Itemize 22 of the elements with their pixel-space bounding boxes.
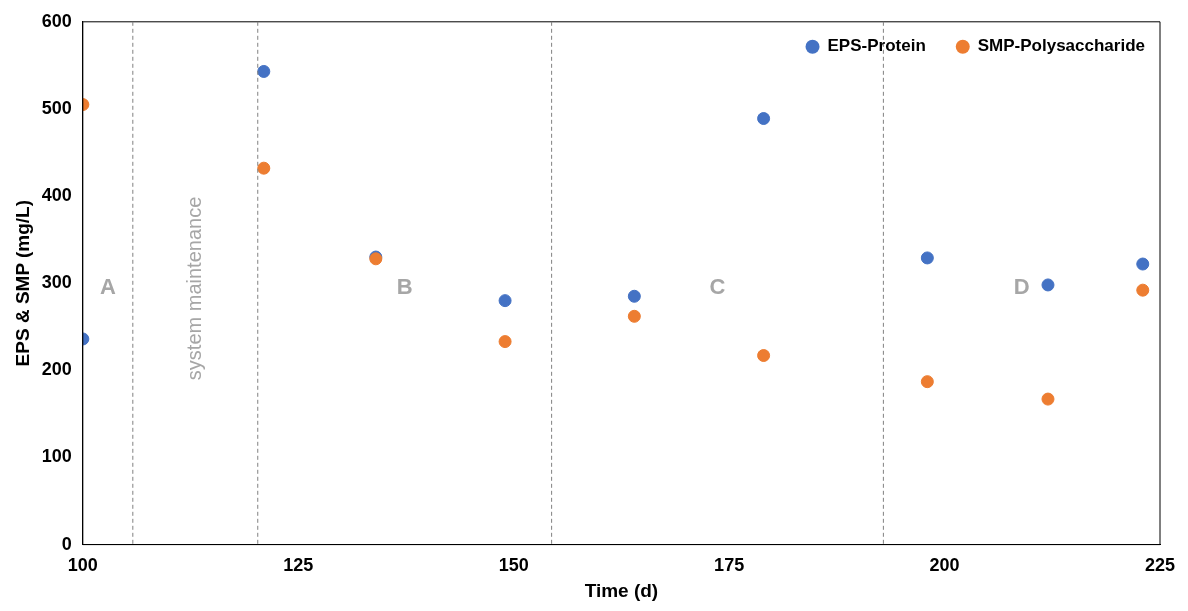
x-tick-label: 200	[929, 555, 960, 576]
y-tick-label: 100	[41, 446, 72, 467]
legend-label: SMP-Polysaccharide	[977, 36, 1146, 56]
legend-label: EPS-Protein	[827, 36, 926, 56]
y-tick-label: 600	[41, 10, 72, 31]
y-tick-label: 200	[41, 359, 72, 380]
x-tick-label: 150	[498, 555, 529, 576]
annotation: system maintenance	[182, 196, 205, 381]
y-tick-label: 400	[41, 185, 72, 206]
y-tick-label: 0	[61, 533, 72, 554]
annotation: D	[1013, 274, 1030, 300]
x-axis-title: Time (d)	[584, 579, 659, 601]
x-tick-label: 225	[1144, 555, 1176, 576]
y-tick-label: 500	[41, 97, 72, 118]
y-tick-label: 300	[41, 272, 72, 293]
x-tick-label: 175	[714, 555, 745, 576]
y-axis-title: EPS & SMP (mg/L)	[11, 199, 33, 367]
x-tick-label: 125	[283, 555, 314, 576]
annotation: C	[709, 274, 726, 300]
annotation: B	[396, 274, 413, 300]
annotation: A	[99, 274, 116, 300]
x-tick-label: 100	[67, 555, 98, 576]
